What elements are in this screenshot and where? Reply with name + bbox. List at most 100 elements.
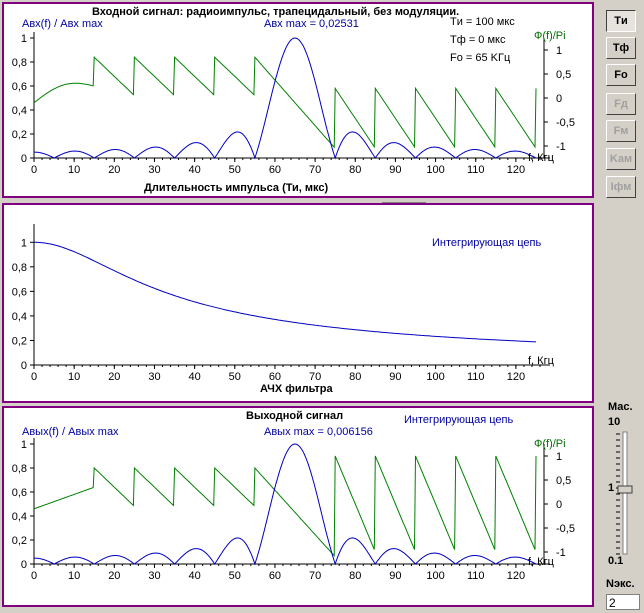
x-tick-label: 60 [269, 570, 281, 582]
x-tick-label: 50 [229, 164, 241, 176]
x-tick-label: 30 [148, 570, 160, 582]
filter-response-series [34, 241, 537, 343]
x-tick-label: 110 [467, 570, 485, 582]
ti-button[interactable]: Tи [606, 10, 636, 32]
x-tick-label: 10 [68, 371, 80, 383]
filter-caption: Интегрирующая цепь [432, 237, 542, 249]
scale-top-label: 10 [608, 416, 621, 428]
y-tick-label: 0 [21, 360, 27, 372]
x-tick-label: 70 [309, 570, 321, 582]
scale-mid-label: 1 [608, 482, 615, 494]
x-tick-label: 20 [108, 164, 120, 176]
y-tick-label: 0,6 [12, 487, 27, 499]
y-tick-label: 0,2 [12, 129, 27, 141]
x-tick-label: 90 [389, 371, 401, 383]
input-left-axis-label: Aвх(f) / Aвх max [22, 18, 103, 30]
x-tick-label: 100 [426, 570, 444, 582]
input-x-label: f, Кгц [528, 152, 554, 164]
tf-button[interactable]: Tф [606, 37, 636, 59]
y-tick-label: 0,2 [12, 335, 27, 347]
output-right-axis-label: Ф(f)/Pi [534, 438, 566, 450]
phase-series [33, 455, 537, 557]
x-tick-label: 0 [31, 371, 37, 383]
x-tick-label: 120 [507, 570, 525, 582]
x-tick-label: 120 [507, 164, 525, 176]
filter-panel: 0 10 20 30 40 50 60 70 80 90 100 110 120 0 0,2 0,4 0,6 0,… [2, 203, 594, 403]
x-tick-label: 70 [309, 371, 321, 383]
x-tick-label: 20 [108, 570, 120, 582]
input-spectrum-chart: 0 10 20 30 40 50 60 70 80 90 100 110 12000,20,40,60,… [12, 32, 575, 176]
x-tick-label: 80 [349, 570, 361, 582]
x-tick-label: 110 [467, 164, 485, 176]
x-tick-label: 80 [349, 371, 361, 383]
amplitude-series [34, 443, 537, 566]
x-tick-label: 70 [309, 164, 321, 176]
y-tick-label: 0,8 [12, 57, 27, 69]
x-tick-label: 50 [229, 371, 241, 383]
x-tick-label: 10 [68, 570, 80, 582]
output-title: Выходной сигнал [246, 410, 344, 422]
y-tick-label: 0,4 [12, 311, 27, 323]
y-tick-label: 0 [21, 559, 27, 571]
ifm-button[interactable]: Iфм [606, 176, 636, 198]
y2-tick-label: 0,5 [556, 69, 571, 81]
y2-tick-label: -0,5 [556, 117, 575, 129]
input-title: Входной сигнал: радиоимпульс, трапецидал… [92, 6, 460, 18]
experiment-label: Nэкс. [606, 578, 635, 590]
output-max-label: Aвых max = 0,006156 [264, 426, 373, 438]
y-tick-label: 0,8 [12, 262, 27, 274]
x-tick-label: 100 [426, 164, 444, 176]
y-tick-label: 0,6 [12, 81, 27, 93]
y2-tick-label: 0 [556, 499, 562, 511]
experiment-field[interactable]: 2 [606, 594, 640, 610]
y-tick-label: 0 [21, 153, 27, 165]
output-signal-panel: 0 10 20 30 40 50 60 70 80 90 100 110 120 0 0,2 0,4 0,6 0,… [2, 406, 594, 607]
phase-series [33, 55, 537, 149]
x-tick-label: 10 [68, 164, 80, 176]
y-tick-label: 0,4 [12, 511, 27, 523]
input-max-label: Aвх max = 0,02531 [264, 18, 359, 30]
x-tick-label: 50 [229, 570, 241, 582]
duration-label: Длительность импульса (Ти, мкс) [144, 182, 329, 194]
scale-bottom-label: 0.1 [608, 555, 624, 567]
y2-tick-label: 1 [556, 451, 562, 463]
x-tick-label: 0 [31, 164, 37, 176]
y2-tick-label: 0 [556, 93, 562, 105]
x-tick-label: 20 [108, 371, 120, 383]
x-tick-label: 0 [31, 570, 37, 582]
amplitude-series [34, 37, 537, 160]
y2-tick-label: -1 [556, 141, 566, 153]
x-tick-label: 60 [269, 164, 281, 176]
fo-button[interactable]: Fo [606, 64, 636, 86]
y-tick-label: 1 [21, 237, 27, 249]
scale-title: Мас. [608, 401, 633, 413]
param-ti: Tи = 100 мкс [450, 16, 515, 28]
y2-tick-label: -0,5 [556, 523, 575, 535]
fm-button[interactable]: Fм [606, 120, 636, 142]
x-tick-label: 60 [269, 371, 281, 383]
slider-thumb[interactable] [617, 485, 633, 494]
x-tick-label: 90 [389, 570, 401, 582]
y-tick-label: 0,6 [12, 286, 27, 298]
y-tick-label: 0,8 [12, 463, 27, 475]
output-spectrum-chart: 0 10 20 30 40 50 60 70 80 90 100 110 12000,20,40,60,… [12, 438, 575, 582]
filter-title: АЧХ фильтра [260, 383, 333, 395]
y2-tick-label: 1 [556, 45, 562, 57]
y-tick-label: 0,2 [12, 535, 27, 547]
scale-slider[interactable] [614, 430, 642, 556]
y2-tick-label: 0,5 [556, 475, 571, 487]
fd-button[interactable]: Fд [606, 93, 636, 115]
kam-button[interactable]: Kам [606, 148, 636, 170]
param-fo: Fo = 65 KГц [450, 52, 511, 64]
x-tick-label: 30 [148, 371, 160, 383]
x-tick-label: 110 [467, 371, 485, 383]
x-tick-label: 40 [189, 570, 201, 582]
y-tick-label: 1 [21, 33, 27, 45]
param-tf: Tф = 0 мкс [450, 34, 506, 46]
y-tick-label: 1 [21, 439, 27, 451]
x-tick-label: 120 [507, 371, 525, 383]
filter-x-label: f, Кгц [528, 355, 554, 367]
x-tick-label: 30 [148, 164, 160, 176]
y-tick-label: 0,4 [12, 105, 27, 117]
x-tick-label: 80 [349, 164, 361, 176]
